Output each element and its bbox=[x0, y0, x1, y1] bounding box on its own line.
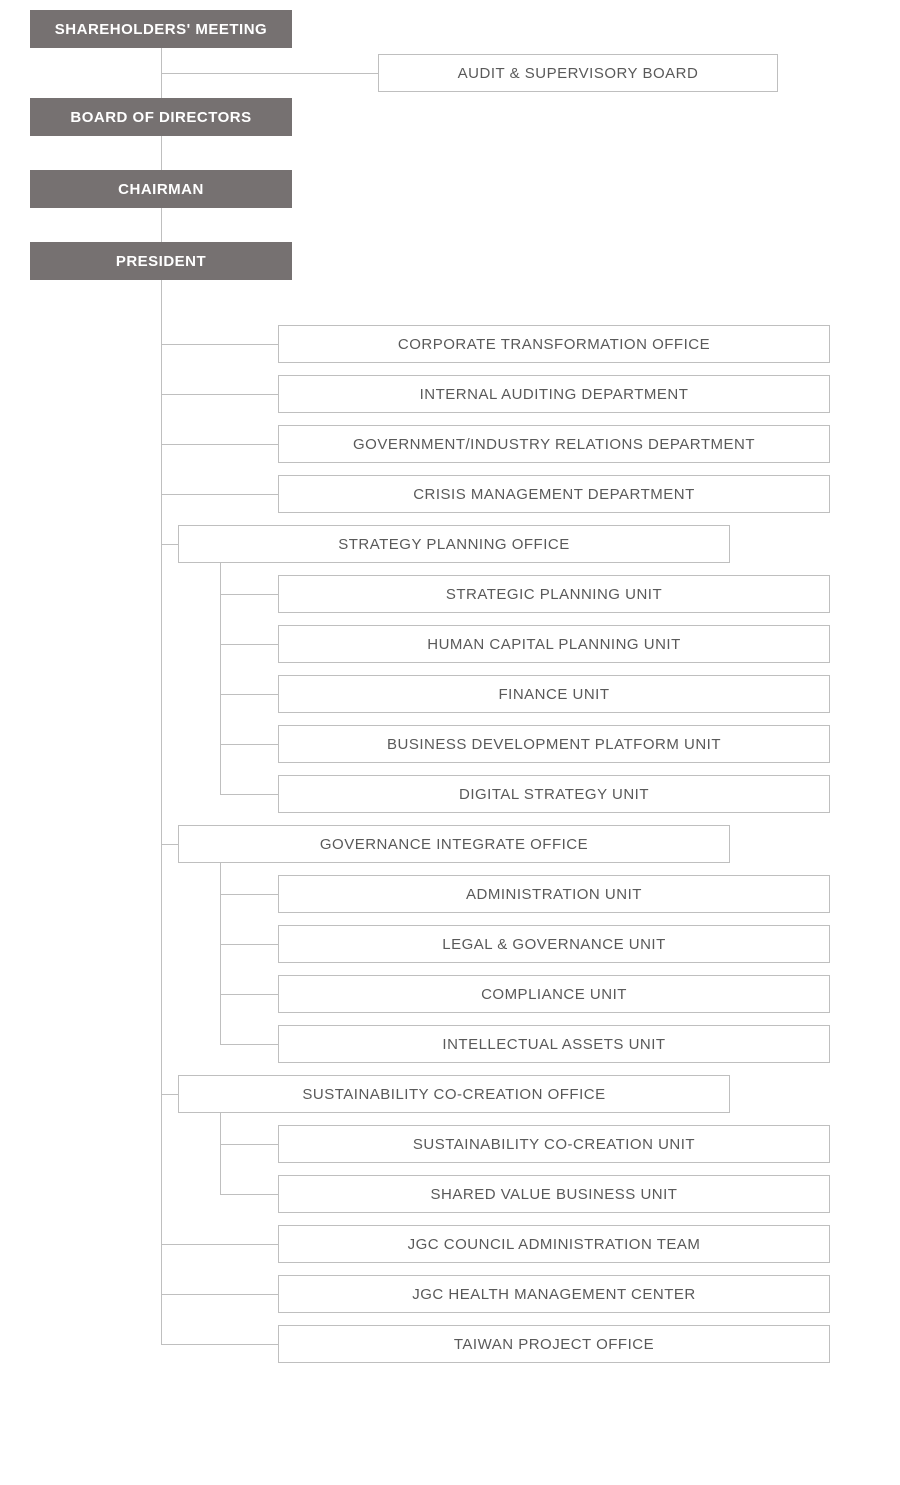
org-box-sustain-office: SUSTAINABILITY CO-CREATION OFFICE bbox=[178, 1075, 730, 1113]
org-box-internal-audit: INTERNAL AUDITING DEPARTMENT bbox=[278, 375, 830, 413]
org-box-audit-board: AUDIT & SUPERVISORY BOARD bbox=[378, 54, 778, 92]
org-box-bizdev-unit: BUSINESS DEVELOPMENT PLATFORM UNIT bbox=[278, 725, 830, 763]
connector-line bbox=[161, 1244, 278, 1245]
org-box-taiwan: TAIWAN PROJECT OFFICE bbox=[278, 1325, 830, 1363]
connector-line bbox=[161, 494, 278, 495]
org-chart: SHAREHOLDERS' MEETING AUDIT & SUPERVISORY… bbox=[0, 0, 900, 1485]
connector-line bbox=[161, 136, 162, 170]
org-box-legal-unit: LEGAL & GOVERNANCE UNIT bbox=[278, 925, 830, 963]
connector-line bbox=[161, 544, 178, 545]
org-box-compliance-unit: COMPLIANCE UNIT bbox=[278, 975, 830, 1013]
connector-line bbox=[220, 594, 278, 595]
connector-line bbox=[220, 694, 278, 695]
org-box-shareholders: SHAREHOLDERS' MEETING bbox=[30, 10, 292, 48]
connector-line bbox=[220, 794, 278, 795]
connector-line bbox=[161, 280, 162, 1344]
connector-line bbox=[161, 1294, 278, 1295]
org-box-jgc-admin: JGC COUNCIL ADMINISTRATION TEAM bbox=[278, 1225, 830, 1263]
connector-line bbox=[220, 1044, 278, 1045]
connector-line bbox=[220, 894, 278, 895]
org-box-corp-transform: CORPORATE TRANSFORMATION OFFICE bbox=[278, 325, 830, 363]
connector-line bbox=[220, 644, 278, 645]
org-box-admin-unit: ADMINISTRATION UNIT bbox=[278, 875, 830, 913]
connector-line bbox=[220, 1144, 278, 1145]
org-box-ia-unit: INTELLECTUAL ASSETS UNIT bbox=[278, 1025, 830, 1063]
org-box-strategy-office: STRATEGY PLANNING OFFICE bbox=[178, 525, 730, 563]
connector-line bbox=[161, 1344, 278, 1345]
org-box-shared-value: SHARED VALUE BUSINESS UNIT bbox=[278, 1175, 830, 1213]
org-box-digital-unit: DIGITAL STRATEGY UNIT bbox=[278, 775, 830, 813]
connector-line bbox=[161, 394, 278, 395]
org-box-chairman: CHAIRMAN bbox=[30, 170, 292, 208]
connector-line bbox=[220, 994, 278, 995]
connector-line bbox=[161, 1094, 178, 1095]
connector-line bbox=[161, 73, 378, 74]
connector-line bbox=[220, 863, 221, 1044]
org-box-sustain-unit: SUSTAINABILITY CO-CREATION UNIT bbox=[278, 1125, 830, 1163]
org-box-gov-industry: GOVERNMENT/INDUSTRY RELATIONS DEPARTMENT bbox=[278, 425, 830, 463]
org-box-president: PRESIDENT bbox=[30, 242, 292, 280]
connector-line bbox=[161, 208, 162, 242]
org-box-jgc-health: JGC HEALTH MANAGEMENT CENTER bbox=[278, 1275, 830, 1313]
connector-line bbox=[220, 563, 221, 794]
connector-line bbox=[220, 744, 278, 745]
org-box-gov-office: GOVERNANCE INTEGRATE OFFICE bbox=[178, 825, 730, 863]
connector-line bbox=[161, 844, 178, 845]
connector-line bbox=[161, 444, 278, 445]
org-box-hc-unit: HUMAN CAPITAL PLANNING UNIT bbox=[278, 625, 830, 663]
org-box-strategic-unit: STRATEGIC PLANNING UNIT bbox=[278, 575, 830, 613]
connector-line bbox=[220, 944, 278, 945]
org-box-board: BOARD OF DIRECTORS bbox=[30, 98, 292, 136]
org-box-finance-unit: FINANCE UNIT bbox=[278, 675, 830, 713]
org-box-crisis-mgmt: CRISIS MANAGEMENT DEPARTMENT bbox=[278, 475, 830, 513]
connector-line bbox=[220, 1194, 278, 1195]
connector-line bbox=[161, 344, 278, 345]
connector-line bbox=[220, 1113, 221, 1194]
